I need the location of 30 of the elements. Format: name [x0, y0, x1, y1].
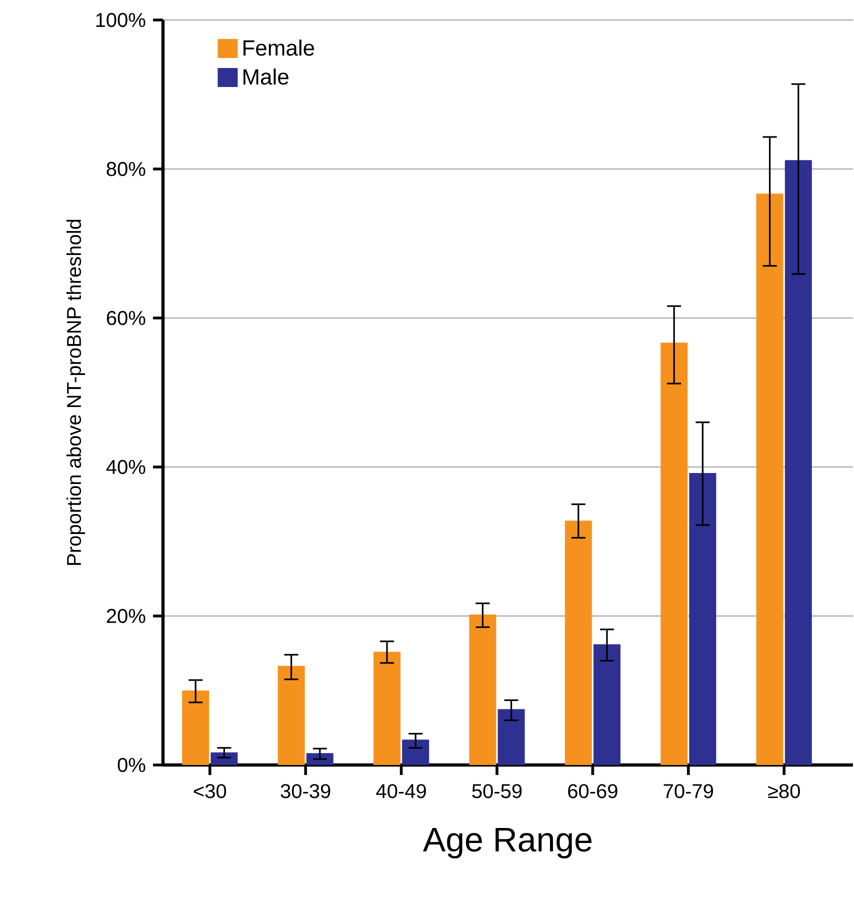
bar — [278, 666, 305, 765]
x-axis-title: Age Range — [423, 828, 592, 858]
bar — [689, 472, 716, 765]
x-tick-label: 40-49 — [376, 784, 426, 798]
x-tick-label: 30-39 — [280, 784, 330, 798]
y-tick-label: 100% — [96, 12, 146, 28]
bar — [182, 690, 210, 765]
x-tick-label: 60-69 — [568, 784, 618, 798]
bar — [784, 160, 812, 765]
bar — [402, 740, 430, 765]
bar — [210, 752, 238, 765]
y-axis-title: Proportion above NT-proBNP threshold — [66, 220, 86, 565]
bar — [756, 194, 784, 765]
x-tick-label: ≥80 — [768, 784, 800, 798]
bar — [498, 709, 525, 765]
y-tick-label: 40% — [106, 460, 146, 474]
legend-label: Male — [244, 68, 288, 85]
bar — [469, 614, 496, 765]
bar — [594, 644, 620, 765]
y-tick-label: 60% — [106, 310, 146, 326]
bar — [564, 520, 592, 765]
x-tick-label: 50-59 — [472, 784, 522, 798]
x-tick-label: 70-79 — [664, 784, 714, 798]
legend-label: Female — [244, 40, 314, 56]
bar — [660, 342, 688, 765]
bar — [374, 652, 400, 765]
y-tick-label: 20% — [106, 608, 146, 624]
y-tick-label: 80% — [106, 162, 146, 176]
y-tick-label: 0% — [118, 758, 146, 772]
x-tick-label: <30 — [194, 784, 226, 798]
